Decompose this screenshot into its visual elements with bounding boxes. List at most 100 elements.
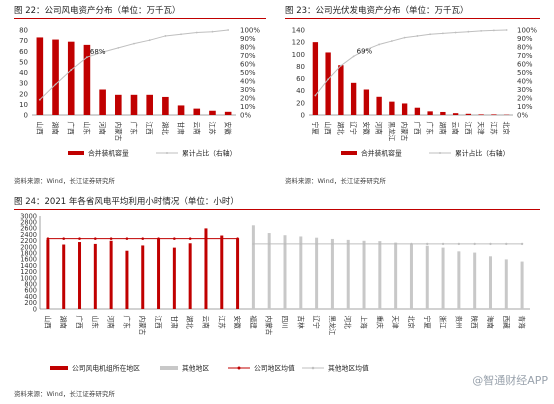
company-mean-point — [94, 237, 97, 240]
other-mean-point — [347, 242, 350, 246]
bar — [452, 113, 459, 115]
bar-company — [236, 238, 240, 309]
y-tick-label: 200 — [24, 299, 37, 307]
bar — [350, 82, 357, 115]
x-tick-label: 宁夏 — [423, 316, 432, 330]
bar-other — [473, 252, 477, 309]
company-mean-point — [220, 237, 224, 240]
chart-22-source: 资料来源：Wind，长江证券研究所 — [14, 177, 115, 185]
y2-tick-label: 70% — [240, 52, 256, 60]
bar-other — [299, 236, 303, 309]
bar-other — [394, 242, 398, 309]
x-tick-label: 河南 — [98, 122, 107, 136]
legend-label: 合并装机容量 — [88, 149, 129, 158]
x-tick-label: 江西 — [464, 122, 472, 136]
chart-24-title: 图 24：2021 年各省风电平均利用小时情况（单位：小时） — [14, 197, 239, 207]
x-tick-label: 安徽 — [362, 122, 371, 136]
legend-label: 其他地区均值 — [328, 364, 369, 373]
cumulative-point — [164, 35, 167, 37]
bar — [440, 111, 446, 115]
cumulative-point — [378, 43, 381, 46]
legend-label: 合并装机容量 — [361, 149, 402, 158]
cumulative-point — [429, 33, 432, 36]
x-tick-label: 山东 — [82, 122, 91, 136]
y2-tick-label: 70% — [517, 52, 533, 60]
other-mean-point — [315, 242, 318, 246]
other-mean-point — [505, 242, 508, 246]
y-tick-label: 600 — [24, 287, 37, 295]
x-tick-label: 湖北 — [336, 122, 345, 136]
x-tick-label: 广东 — [122, 316, 131, 330]
x-tick-label: 安徽 — [224, 122, 233, 136]
y2-tick-label: 0% — [517, 112, 528, 120]
bar-company — [188, 243, 192, 309]
y-tick-label: 20 — [296, 99, 305, 107]
x-tick-label: 北京 — [502, 122, 511, 136]
x-tick-label: 内蒙古 — [400, 122, 409, 142]
bar — [193, 108, 201, 115]
company-mean-point — [236, 237, 239, 240]
company-mean-point — [141, 237, 145, 240]
bar — [177, 105, 185, 115]
bar — [52, 39, 59, 115]
bar — [146, 94, 153, 115]
legend-swatch-company — [50, 366, 68, 370]
bar-company — [46, 239, 50, 309]
y-tick-label: 2800 — [20, 219, 37, 227]
bar — [389, 101, 395, 115]
y-tick-label: 2000 — [20, 243, 37, 251]
watermark-text: @智通财经APP — [472, 374, 548, 387]
cumulative-point — [352, 55, 355, 58]
bar — [427, 111, 433, 115]
cumulative-point — [70, 69, 73, 71]
x-tick-label: 湖南 — [59, 316, 68, 330]
x-tick-label: 广东 — [426, 122, 435, 136]
legend-swatch-point — [439, 152, 441, 154]
bar-other — [520, 261, 524, 309]
annotation-label: 68% — [90, 48, 106, 56]
x-tick-label: 山东 — [91, 316, 100, 330]
company-mean-point — [62, 237, 66, 240]
y-tick-label: 80 — [19, 27, 28, 35]
cumulative-point — [492, 29, 495, 32]
bar — [312, 42, 319, 116]
bar-other — [504, 259, 508, 309]
x-tick-label: 山西 — [324, 122, 333, 136]
y2-tick-label: 10% — [517, 103, 533, 111]
cumulative-point — [195, 31, 198, 34]
bar-company — [125, 250, 129, 309]
bar-other — [488, 256, 492, 309]
cumulative-point — [133, 42, 135, 45]
x-tick-label: 陕西 — [470, 316, 479, 330]
legend-label: 公司风电机组所在地区 — [72, 364, 140, 373]
x-tick-label: 内蒙古 — [114, 122, 123, 142]
company-mean-point — [125, 237, 129, 240]
x-tick-label: 湖北 — [186, 316, 195, 330]
y-tick-label: 2200 — [20, 237, 37, 245]
x-tick-label: 江西 — [154, 316, 162, 330]
cumulative-point — [365, 48, 368, 51]
y2-tick-label: 40% — [240, 78, 256, 86]
x-tick-label: 浙江 — [439, 316, 448, 330]
y-tick-label: 2400 — [20, 231, 37, 239]
other-mean-point — [410, 242, 413, 246]
y2-tick-label: 50% — [517, 69, 533, 77]
other-mean-point — [426, 242, 429, 246]
x-tick-label: 黑龙江 — [328, 316, 337, 336]
other-mean-point — [331, 242, 334, 246]
company-mean-point — [204, 237, 208, 240]
x-tick-label: 江苏 — [489, 122, 498, 136]
y-tick-label: 40 — [296, 87, 305, 95]
x-tick-label: 上海 — [360, 316, 369, 330]
other-mean-point — [362, 242, 366, 246]
x-tick-label: 内蒙古 — [138, 316, 147, 336]
y2-tick-label: 80% — [517, 44, 533, 52]
cumulative-point — [117, 46, 120, 49]
y-tick-label: 0 — [24, 112, 28, 120]
bar-other — [283, 235, 287, 309]
y-tick-label: 60 — [296, 75, 305, 83]
x-tick-label: 广西 — [75, 316, 84, 330]
legend-swatch-other-mean-point — [311, 366, 315, 370]
legend-swatch-company-mean-point — [237, 366, 241, 370]
x-tick-label: 黑龙江 — [387, 122, 396, 142]
